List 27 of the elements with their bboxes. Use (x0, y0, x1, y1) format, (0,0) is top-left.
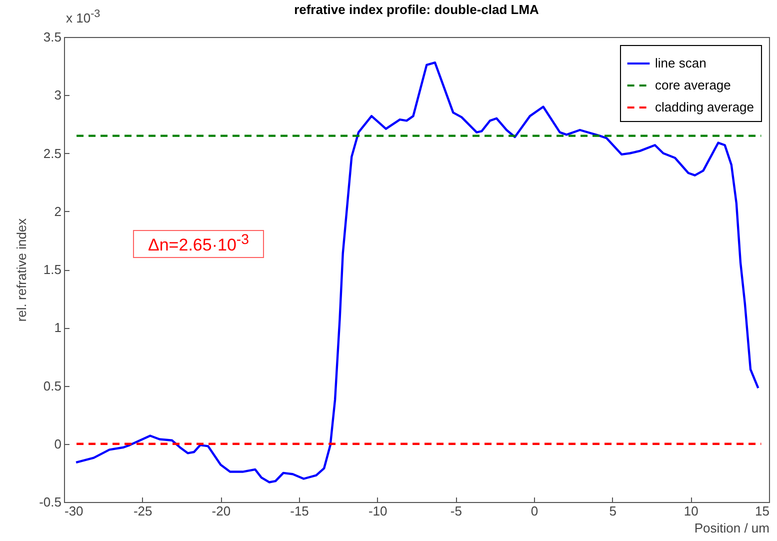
x-tick-label: 0 (530, 504, 538, 518)
y-tick-label: 2 (54, 204, 62, 219)
x-tick-label: -10 (368, 504, 388, 518)
y-tick-label: 0.5 (43, 378, 62, 394)
chart-title: refrative index profile: double-clad LMA (294, 2, 540, 17)
text: x 10$^{-3}$ (66, 8, 100, 26)
x-tick-label: 15 (755, 504, 770, 518)
legend-label: core average (655, 78, 731, 92)
x-tick-label: -30 (64, 504, 84, 518)
y-tick-label: 1 (54, 320, 62, 336)
annotation: Δn=2.65·10$^{-3}$ (133, 230, 264, 258)
y-tick-label: 3 (54, 88, 62, 103)
x-tick-label: -15 (290, 504, 309, 518)
x-tick-label: 5 (609, 504, 616, 518)
x-axis-title: Position / um (694, 520, 770, 536)
y-tick-label: 3.5 (43, 30, 62, 44)
y-tick-label: 2.5 (43, 146, 62, 161)
x-tick-label: -5 (450, 504, 462, 518)
y-axis-title: rel. refrative index (14, 218, 30, 322)
y-tick-label: 1.5 (43, 262, 62, 277)
x-tick-label: 10 (684, 504, 698, 518)
x-tick-label: -20 (212, 504, 231, 518)
legend-label: cladding average (655, 100, 754, 114)
y-tick-label: 0 (54, 436, 62, 452)
legend-label: line scan (655, 56, 706, 70)
y-tick-label: -0.5 (39, 494, 62, 510)
x-tick-label: -25 (133, 504, 152, 518)
